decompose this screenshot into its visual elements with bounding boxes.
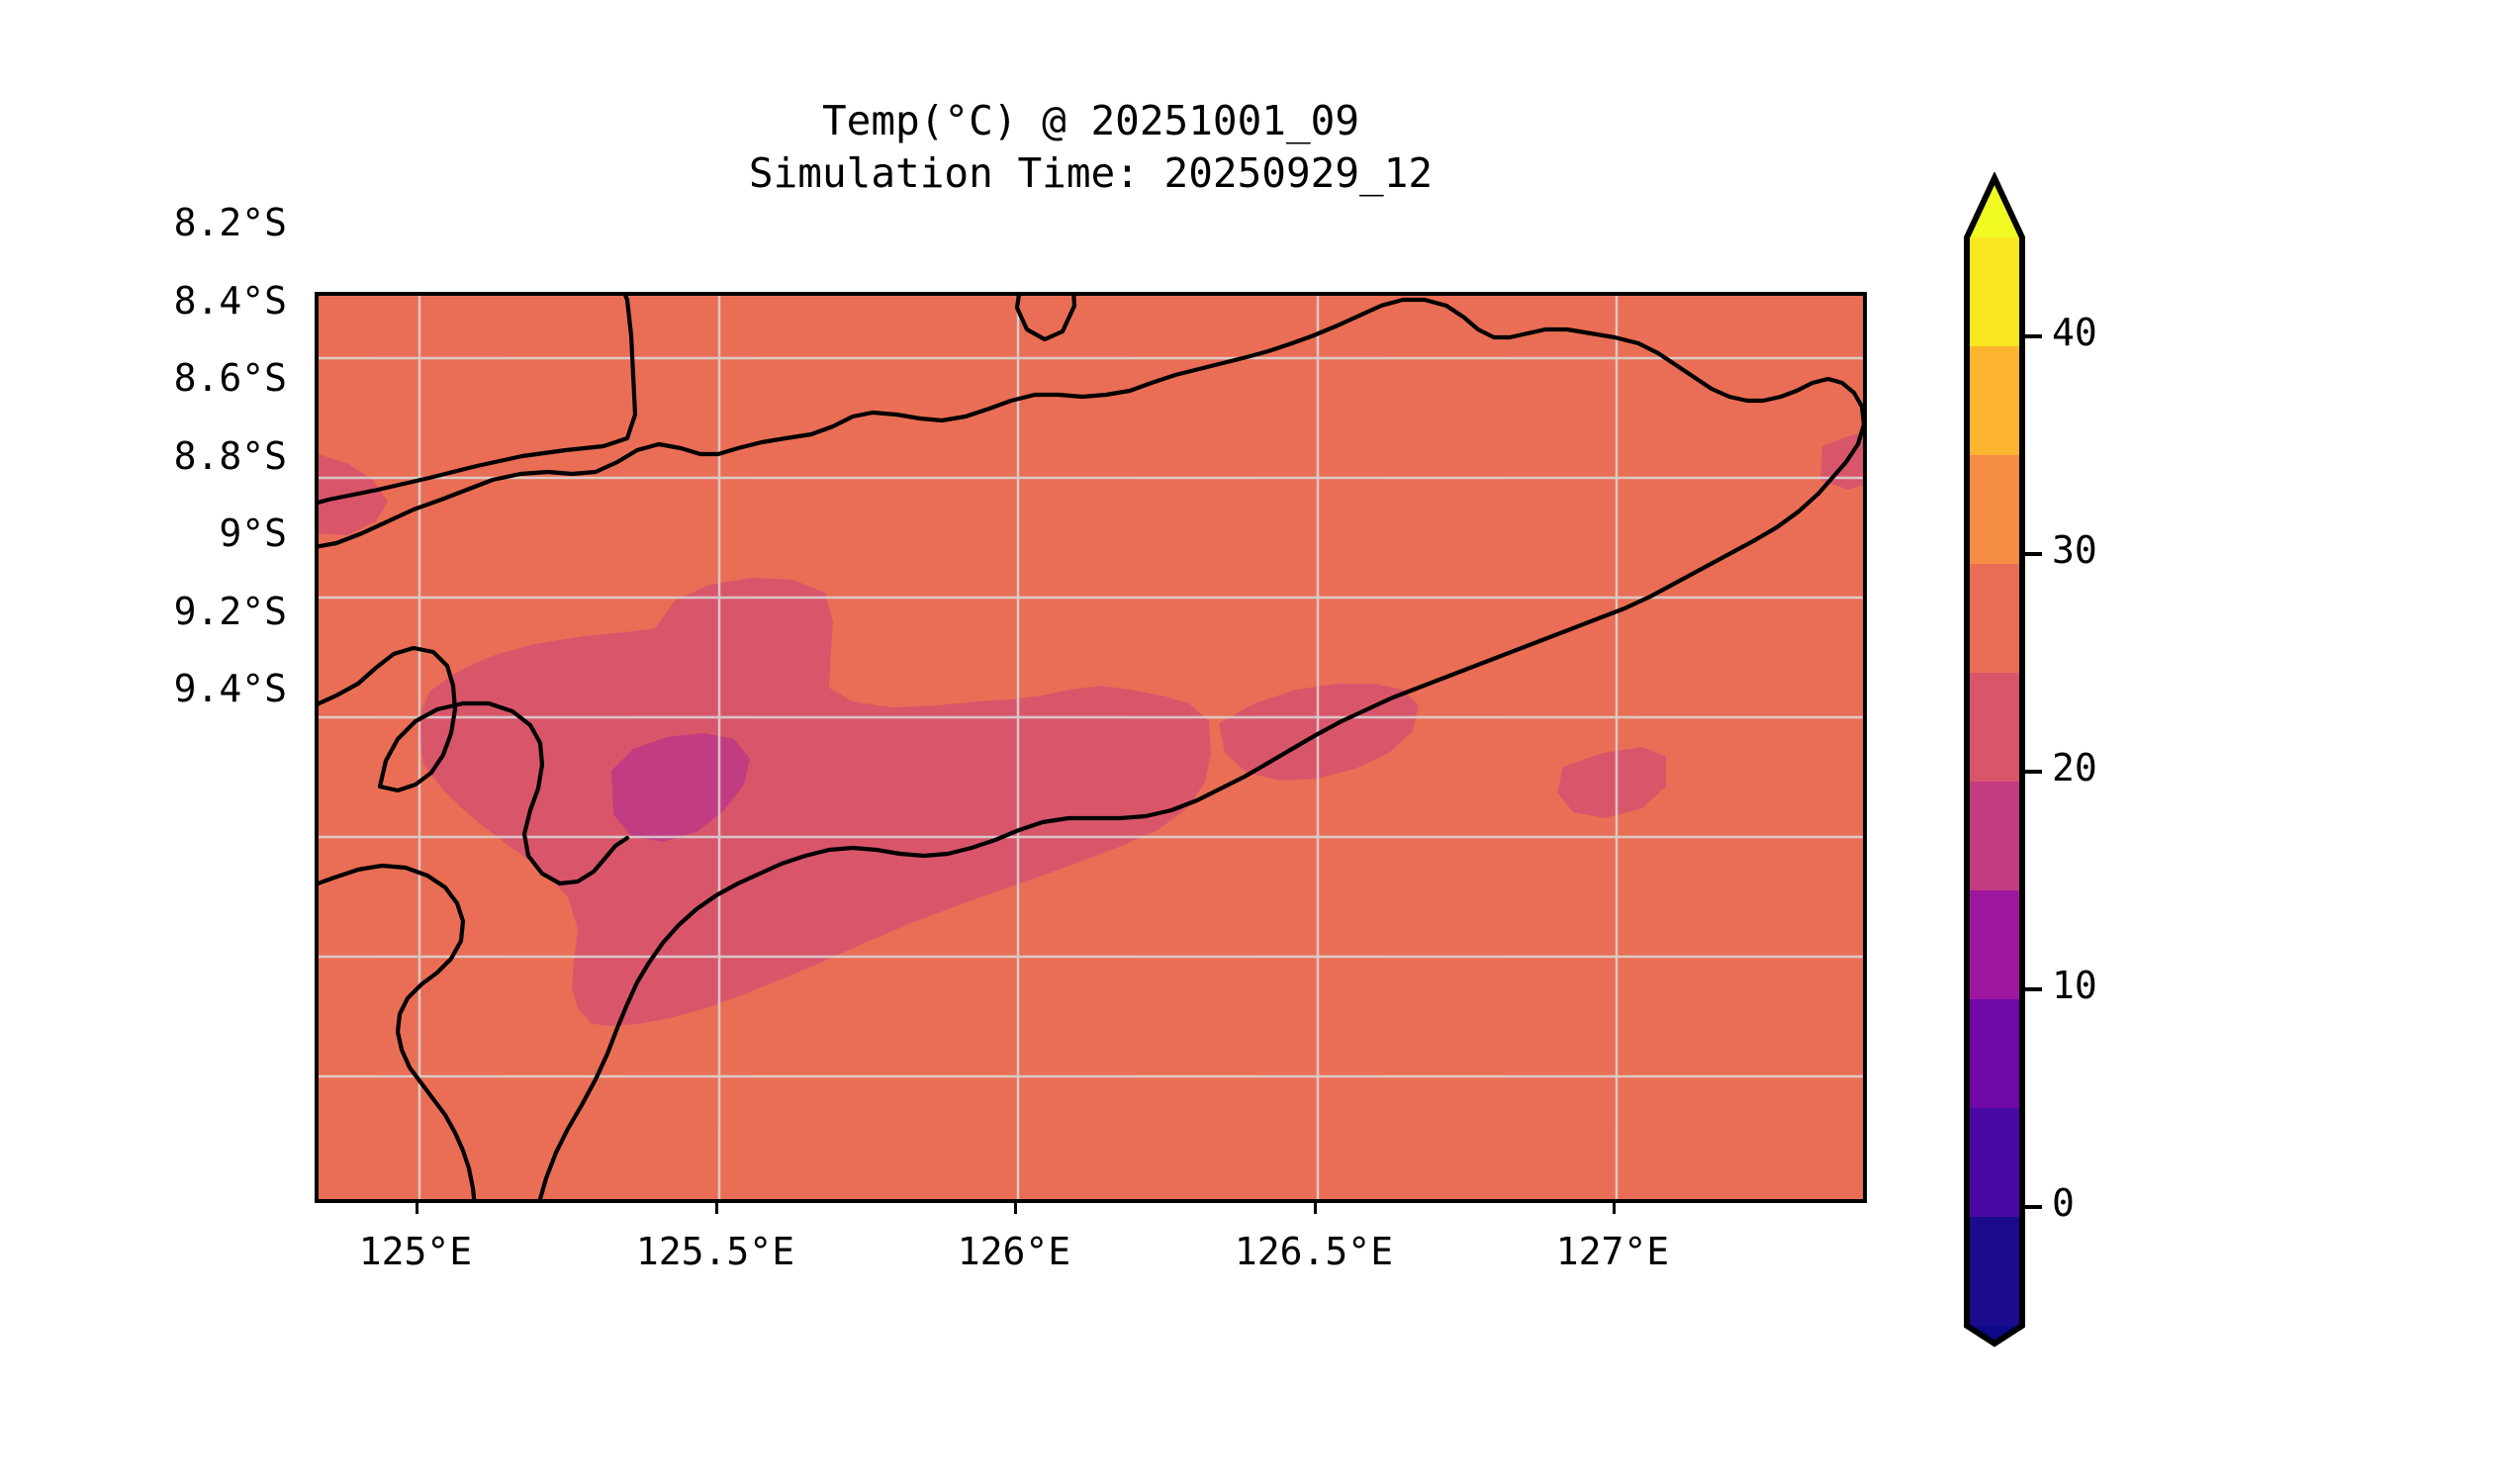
ytick-label-8.6S: 8.6°S	[173, 356, 287, 400]
ytick-label-9.4S: 9.4°S	[173, 667, 287, 710]
colorbar-tick-mark-30	[2022, 552, 2042, 556]
xtick-label-125E: 125°E	[358, 1230, 473, 1273]
xtick-mark-126E	[1014, 1203, 1017, 1214]
ytick-label-9.2S: 9.2°S	[173, 590, 287, 633]
colorbar-gradient	[1964, 172, 2025, 1347]
coastline-north-timor	[319, 297, 1863, 549]
colorbar-band-5-10	[1967, 999, 2022, 1108]
ytick-label-9S: 9°S	[219, 511, 287, 555]
colorbar-tick-mark-10	[2022, 987, 2042, 991]
colorbar-band-15-20	[1967, 782, 2022, 890]
xtick-label-126E: 126°E	[957, 1230, 1071, 1273]
colorbar-extend-top	[1967, 178, 2022, 237]
map-gridlines	[319, 296, 1863, 1199]
colorbar-tick-mark-40	[2022, 334, 2042, 338]
xtick-label-125.5E: 125.5°E	[635, 1230, 795, 1273]
colorbar-outline	[1964, 172, 2025, 1347]
ytick-label-8.4S: 8.4°S	[173, 279, 287, 323]
xtick-mark-127E	[1613, 1203, 1616, 1214]
coastline-northwest-peninsula	[319, 296, 638, 506]
contour-band-20-25-far-east	[1557, 747, 1666, 818]
xtick-mark-125E	[416, 1203, 418, 1214]
colorbar-tick-label-40: 40	[2052, 311, 2097, 354]
coastline-layer	[319, 296, 1863, 1199]
xtick-label-127E: 127°E	[1555, 1230, 1670, 1273]
colorbar-tick-label-20: 20	[2052, 746, 2097, 789]
title-line-1: Temp(°C) @ 20251001_09	[821, 97, 1360, 144]
colorbar-tick-label-0: 0	[2052, 1181, 2075, 1225]
contour-band-15-20-core	[611, 733, 750, 842]
xtick-label-126.5E: 126.5°E	[1234, 1230, 1394, 1273]
colorbar-band-m5-0	[1967, 1217, 2022, 1326]
map-axes[interactable]	[315, 292, 1867, 1203]
colorbar-band-35-40	[1967, 346, 2022, 455]
xtick-mark-125.5E	[715, 1203, 718, 1214]
contour-band-20-25-north-coast	[1820, 434, 1863, 490]
coastline-south-timor	[537, 491, 1821, 1199]
colorbar-band-30-35	[1967, 455, 2022, 564]
coastline-oecusse-inlet	[319, 645, 458, 793]
map-plot-area	[319, 296, 1863, 1199]
coastline-atauro-island	[1014, 296, 1077, 342]
colorbar-extend-bottom	[1967, 1326, 2022, 1344]
colorbar-tick-label-10: 10	[2052, 964, 2097, 1007]
colorbar-band-40-45	[1967, 237, 2022, 346]
ytick-label-8.8S: 8.8°S	[173, 434, 287, 478]
colorbar-band-10-15	[1967, 890, 2022, 999]
colorbar-tick-label-30: 30	[2052, 528, 2097, 572]
coastline-central-west-inlet	[377, 700, 630, 886]
coastline-southwest-bay	[319, 863, 477, 1199]
colorbar-band-0-5	[1967, 1108, 2022, 1217]
colorbar-tick-mark-20	[2022, 770, 2042, 774]
ytick-label-8.2S: 8.2°S	[173, 201, 287, 244]
colorbar-band-20-25	[1967, 673, 2022, 782]
xtick-mark-126.5E	[1314, 1203, 1317, 1214]
colorbar-band-25-30	[1967, 564, 2022, 673]
contour-band-20-25-central	[417, 578, 1211, 1026]
map-contour-layer	[319, 296, 1863, 1199]
chart-title: Temp(°C) @ 20251001_09 Simulation Time: …	[315, 95, 1867, 201]
title-line-2: Simulation Time: 20250929_12	[748, 149, 1434, 198]
colorbar[interactable]: 40 30 20 10 0	[1964, 172, 2097, 1347]
colorbar-tick-mark-0	[2022, 1205, 2042, 1209]
